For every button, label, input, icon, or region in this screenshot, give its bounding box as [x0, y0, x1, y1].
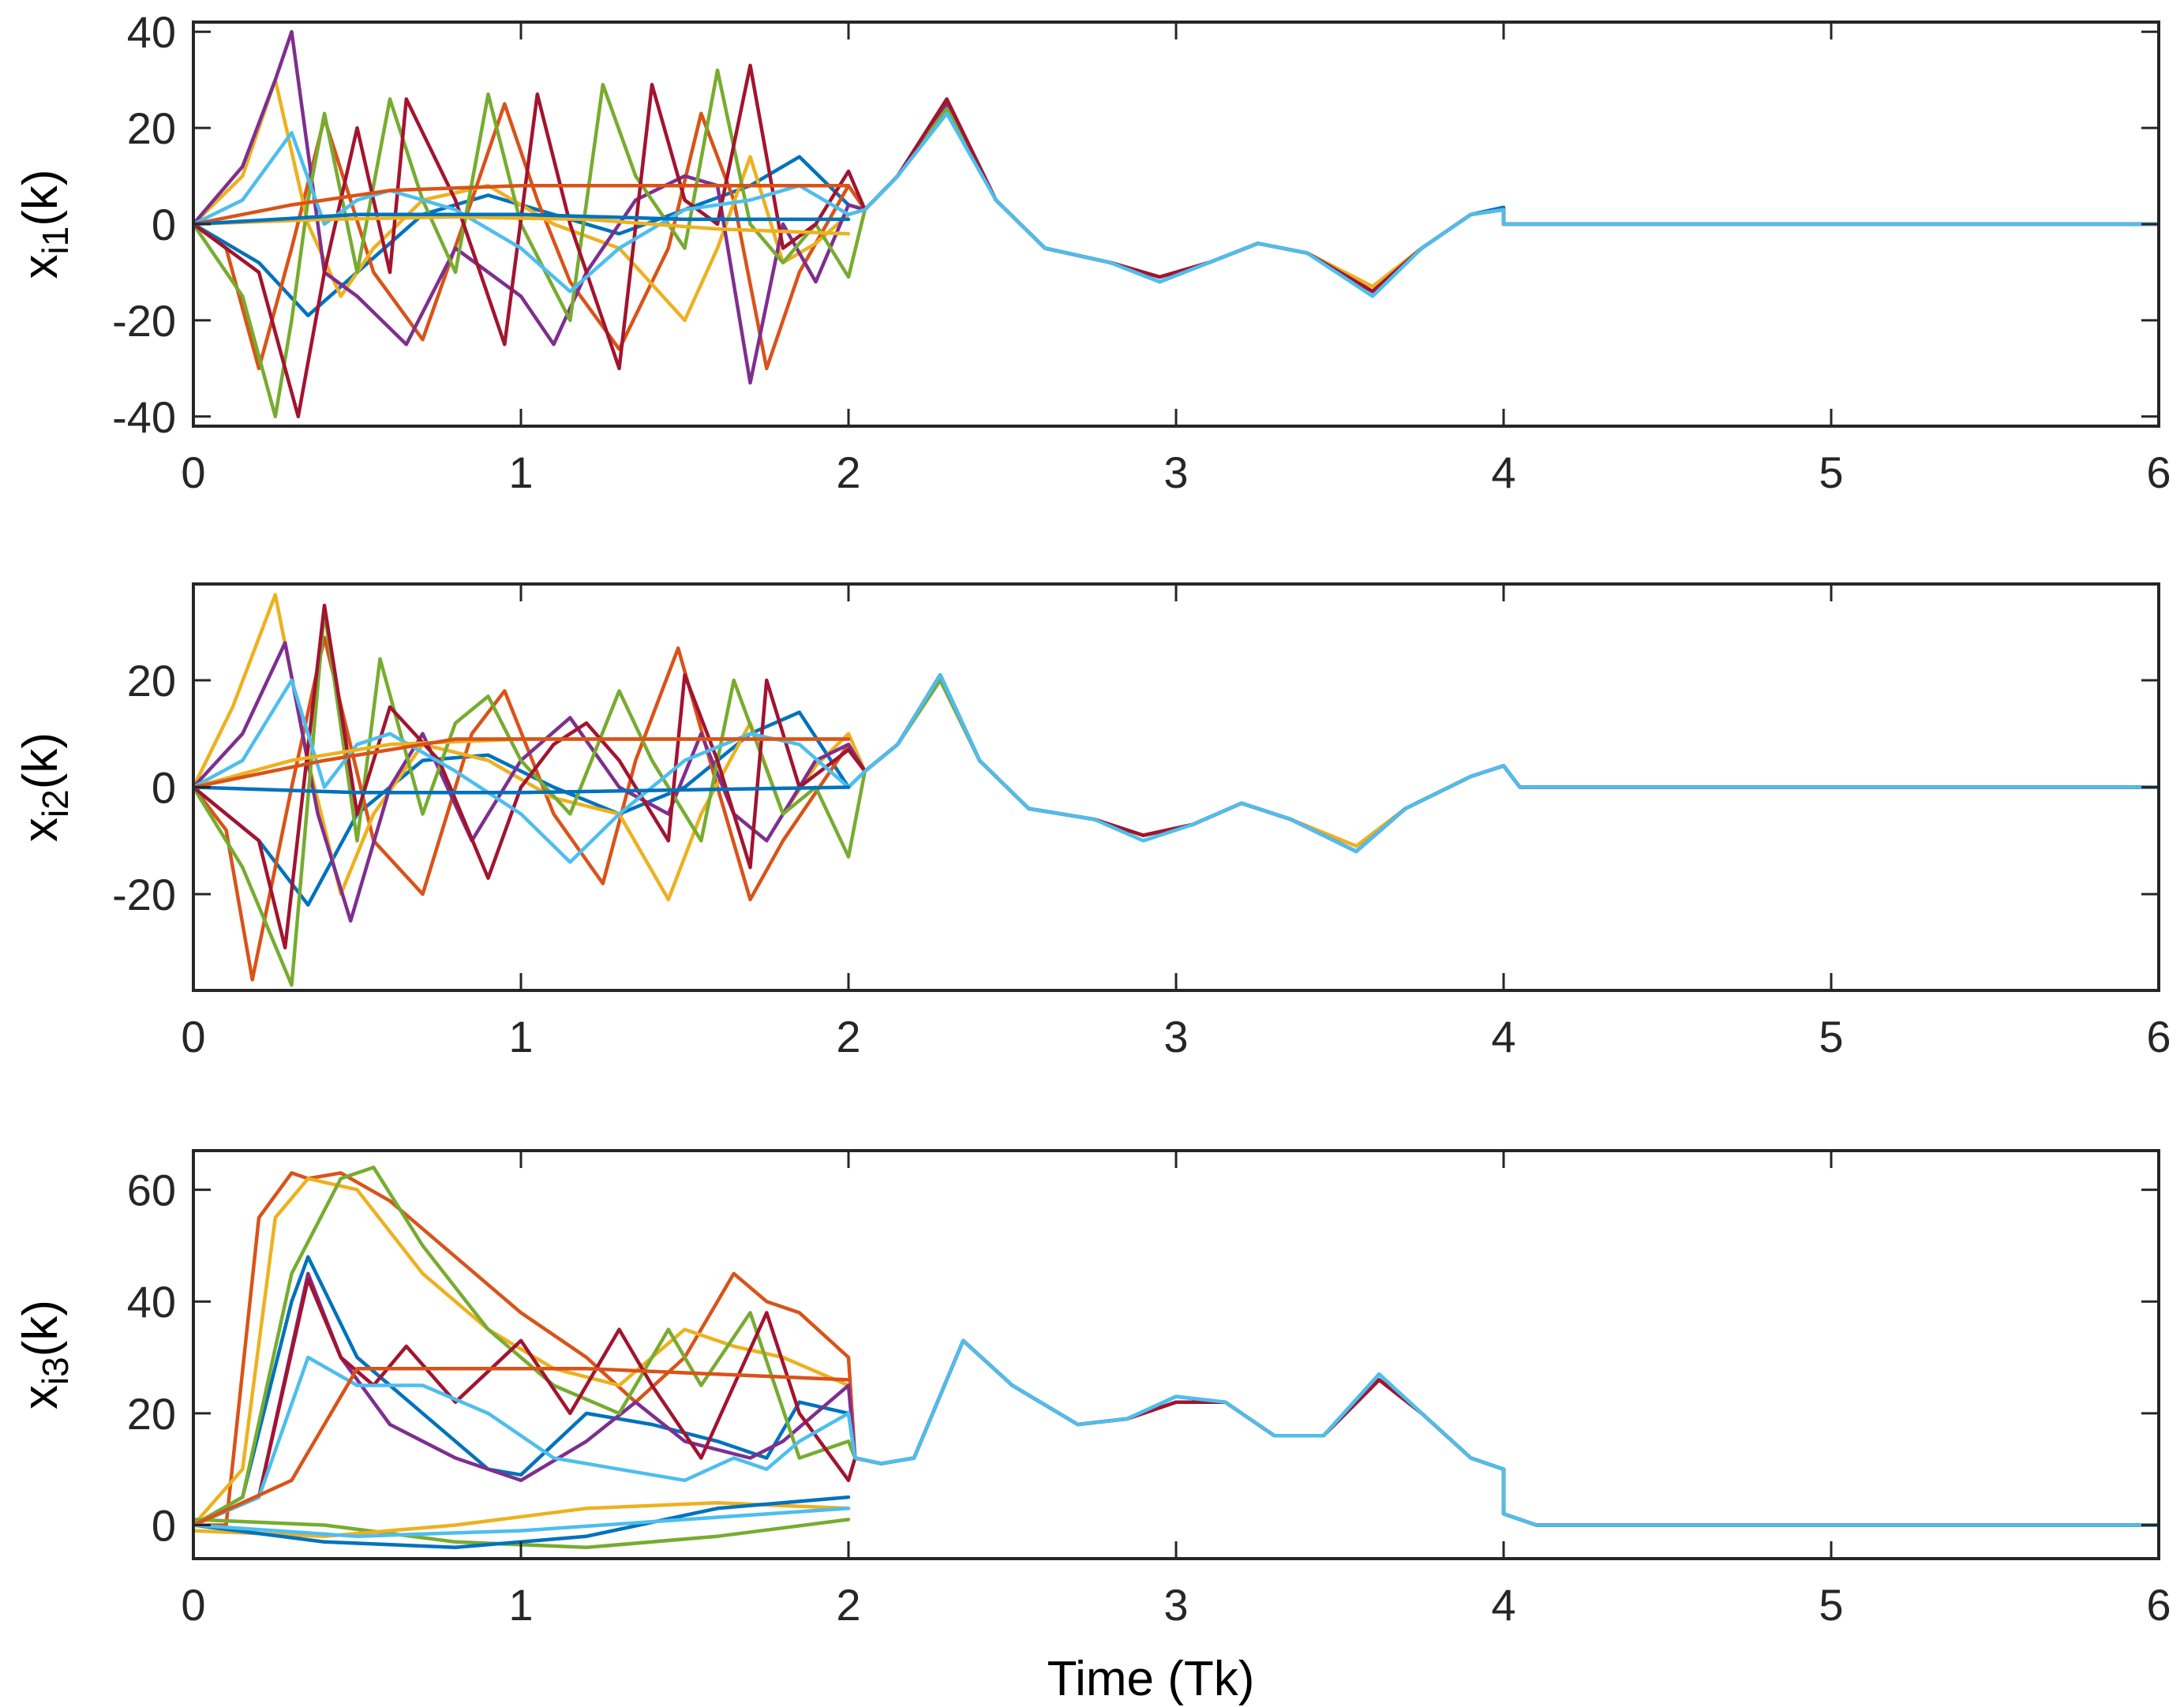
y-tick-label: 0 — [152, 763, 176, 813]
x-tick-label: 1 — [508, 447, 533, 497]
series-line-s9 — [193, 1500, 851, 1538]
x-tick-label: 4 — [1491, 447, 1515, 497]
x-tick-label: 4 — [1491, 1012, 1515, 1061]
x-tick-label: 6 — [2146, 1580, 2171, 1630]
x-tick-label: 1 — [508, 1580, 533, 1630]
series-line-s7 — [193, 111, 2159, 298]
x-tick-label: 0 — [181, 1580, 205, 1630]
x-tick-label: 5 — [1819, 447, 1843, 497]
y-tick-label: 40 — [127, 7, 176, 57]
y-tick-label: 20 — [127, 656, 176, 706]
series-line-s1 — [193, 102, 2159, 318]
plot-area — [193, 1165, 2159, 1550]
x-tick-label: 6 — [2146, 1012, 2171, 1061]
x-tick-label: 1 — [508, 1012, 533, 1061]
y-tick-label: -40 — [112, 392, 176, 442]
series-line-s12 — [193, 1366, 851, 1527]
series-line-s1 — [193, 672, 2159, 907]
y-tick-label: 20 — [127, 103, 176, 153]
series-line-s6 — [193, 1277, 2159, 1527]
series-line-s9 — [193, 737, 851, 789]
y-tick-label: -20 — [112, 870, 176, 919]
series-line-s6 — [193, 63, 2159, 419]
x-tick-label: 4 — [1491, 1580, 1515, 1630]
series-line-s1 — [193, 1255, 2159, 1527]
series-line-s4 — [193, 1271, 2159, 1527]
x-tick-label: 0 — [181, 447, 205, 497]
series-line-s5 — [193, 1165, 2159, 1527]
series-line-s4 — [193, 29, 2159, 385]
x-tick-label: 3 — [1163, 1580, 1188, 1630]
series-line-s2 — [193, 1171, 2159, 1527]
y-tick-label: 0 — [152, 1501, 176, 1551]
x-tick-label: 3 — [1163, 447, 1188, 497]
series-line-s10 — [193, 785, 851, 795]
subplot-1: 0 1 2 3 4 5 6 -40 -20 0 20 40 xi1(k) — [13, 7, 2171, 497]
y-axis-label: xi2(k) — [13, 732, 76, 842]
series-line-s6 — [193, 603, 2159, 950]
subplot-2: 0 1 2 3 4 5 6 -20 0 20 xi2(k) — [13, 582, 2171, 1061]
y-axis-label: xi3(k) — [13, 1300, 76, 1409]
y-tick-label: 40 — [127, 1277, 176, 1327]
series-line-s2 — [193, 635, 2159, 982]
y-tick-label: 0 — [152, 200, 176, 249]
series-line-s10 — [193, 212, 851, 226]
y-axis-label: xi1(k) — [13, 169, 76, 279]
series-line-s3 — [193, 1177, 2159, 1527]
x-tick-label: 5 — [1819, 1012, 1843, 1061]
series-line-s2 — [193, 102, 2159, 371]
x-axis-label: Time (Tk) — [1047, 1652, 1255, 1706]
series-line-s7 — [193, 1338, 2159, 1527]
x-tick-label: 2 — [836, 1012, 860, 1061]
series-line-s3 — [193, 77, 2159, 323]
plot-area — [193, 29, 2159, 419]
y-tick-label: 60 — [127, 1166, 176, 1215]
series-line-s5 — [193, 68, 2159, 419]
y-tick-label: -20 — [112, 296, 176, 346]
series-line-s8 — [193, 215, 851, 236]
x-tick-label: 6 — [2146, 447, 2171, 497]
x-tick-label: 0 — [181, 1012, 205, 1061]
axes-frame — [192, 1149, 2160, 1560]
plot-area — [193, 593, 2159, 987]
series-line-s9 — [193, 183, 851, 226]
x-tick-label: 3 — [1163, 1012, 1188, 1061]
series-line-s7 — [193, 672, 2159, 864]
series-line-s11 — [193, 1507, 851, 1538]
x-tick-label: 2 — [836, 447, 860, 497]
x-tick-label: 5 — [1819, 1580, 1843, 1630]
series-line-s3 — [193, 593, 2159, 902]
y-tick-label: 20 — [127, 1389, 176, 1439]
series-line-s5 — [193, 608, 2159, 987]
x-tick-label: 2 — [836, 1580, 860, 1630]
